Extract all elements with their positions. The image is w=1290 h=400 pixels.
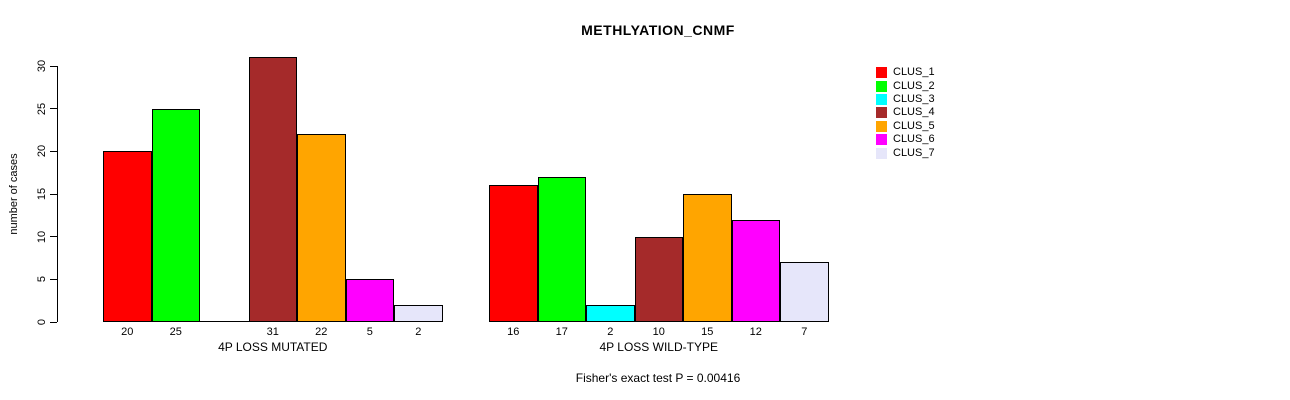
legend-swatch-clus_1 xyxy=(876,67,887,79)
bar-value-label: 7 xyxy=(801,326,808,338)
bar-CLUS_1 xyxy=(489,185,538,322)
legend-label: CLUS_2 xyxy=(893,79,935,92)
legend-label: CLUS_4 xyxy=(893,106,935,119)
chart-title: METHLYATION_CNMF xyxy=(581,22,735,38)
legend-swatch-clus_3 xyxy=(876,93,887,105)
bar-CLUS_5 xyxy=(683,194,732,322)
bar-value-label: 31 xyxy=(266,326,279,338)
legend-label: CLUS_5 xyxy=(893,119,935,132)
bar-CLUS_7 xyxy=(394,305,443,322)
bar-value-label: 25 xyxy=(169,326,182,338)
legend-label: CLUS_1 xyxy=(893,66,935,79)
group-label-wild-type: 4P LOSS WILD-TYPE xyxy=(599,340,718,354)
y-axis-tick xyxy=(50,236,57,238)
bar-value-label: 22 xyxy=(315,326,328,338)
y-axis-tick xyxy=(50,278,57,280)
y-axis-tick xyxy=(50,321,57,323)
bar-CLUS_5 xyxy=(297,134,346,322)
bar-value-label: 12 xyxy=(749,326,762,338)
bar-CLUS_2 xyxy=(151,109,200,322)
bar-CLUS_4 xyxy=(634,237,683,322)
bar-CLUS_1 xyxy=(103,151,152,322)
legend-swatch-clus_4 xyxy=(876,107,887,119)
y-axis-tick xyxy=(50,150,57,152)
legend-swatch-clus_5 xyxy=(876,120,887,132)
footnote-fisher-test: Fisher's exact test P = 0.00416 xyxy=(575,371,741,385)
legend-swatch-clus_7 xyxy=(876,147,887,159)
bar-value-label: 10 xyxy=(652,326,665,338)
y-axis-tick-label: 25 xyxy=(36,102,48,115)
bar-value-label: 2 xyxy=(607,326,614,338)
legend-item-clus_5: CLUS_5 xyxy=(876,120,935,133)
legend-label: CLUS_3 xyxy=(893,92,935,105)
legend-swatch-clus_2 xyxy=(876,80,887,92)
legend: CLUS_1 CLUS_2 CLUS_3 CLUS_4 CLUS_5 CLUS_6 CLUS… xyxy=(876,66,935,160)
y-axis-tick-label: 30 xyxy=(36,59,48,73)
y-axis-tick-label: 20 xyxy=(36,145,48,158)
y-axis-tick xyxy=(50,65,57,67)
legend-item-clus_6: CLUS_6 xyxy=(876,133,935,146)
bar-value-label: 16 xyxy=(507,326,520,338)
bar-value-label: 17 xyxy=(555,326,568,338)
bar-CLUS_6 xyxy=(731,220,780,322)
y-axis-tick-label: 0 xyxy=(36,318,48,326)
legend-swatch-clus_6 xyxy=(876,134,887,146)
legend-item-clus_3: CLUS_3 xyxy=(876,93,935,106)
bar-value-label: 20 xyxy=(121,326,134,338)
y-axis-tick-label: 15 xyxy=(36,187,48,201)
bar-CLUS_6 xyxy=(345,279,394,322)
legend-item-clus_2: CLUS_2 xyxy=(876,79,935,92)
y-axis-tick xyxy=(50,193,57,195)
y-axis-title: number of cases xyxy=(8,153,20,235)
bar-CLUS_3 xyxy=(586,305,635,322)
group-label-mutated: 4P LOSS MUTATED xyxy=(218,340,328,354)
legend-label: CLUS_7 xyxy=(893,146,935,159)
legend-item-clus_7: CLUS_7 xyxy=(876,146,935,159)
bar-CLUS_4 xyxy=(248,57,297,322)
y-axis-tick xyxy=(50,108,57,110)
legend-item-clus_4: CLUS_4 xyxy=(876,106,935,119)
bar-value-label: 5 xyxy=(366,326,373,338)
legend-item-clus_1: CLUS_1 xyxy=(876,66,935,79)
y-axis-tick-label: 5 xyxy=(36,276,48,283)
legend-label: CLUS_6 xyxy=(893,133,935,146)
y-axis-tick-label: 10 xyxy=(36,230,48,243)
bar-CLUS_7 xyxy=(780,262,829,322)
bar-CLUS_2 xyxy=(537,177,586,322)
y-axis-line xyxy=(57,66,58,322)
bar-value-label: 15 xyxy=(701,326,714,338)
bar-value-label: 2 xyxy=(415,326,422,338)
